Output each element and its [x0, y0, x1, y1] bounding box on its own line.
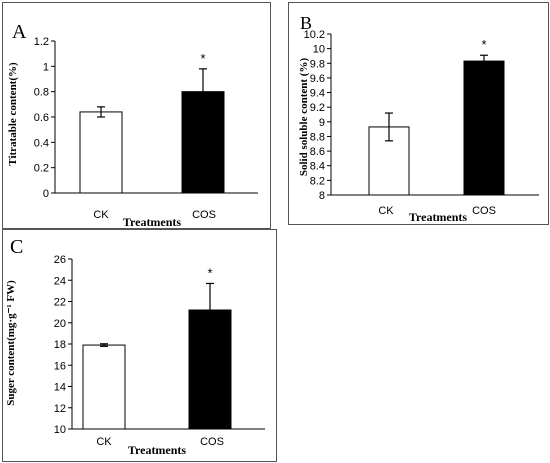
panel-letter: A [12, 21, 27, 43]
y-tick-label: 8 [319, 190, 325, 202]
y-tick-label: 9.4 [310, 88, 325, 100]
y-tick-label: 1 [43, 61, 49, 73]
y-tick-label: 18 [54, 339, 66, 351]
y-tick-label: 26 [54, 254, 66, 266]
y-tick-label: 10 [54, 424, 66, 436]
y-tick-label: 9 [319, 117, 325, 129]
panel-border [2, 2, 271, 229]
y-tick-label: 8.8 [310, 131, 325, 143]
y-axis-label: Solid soluble content (%) [298, 58, 310, 177]
panel-letter: B [300, 13, 312, 33]
y-tick-label: 20 [54, 318, 66, 330]
bar-ck [79, 111, 123, 194]
x-tick-label: COS [472, 205, 496, 217]
y-tick-label: 8.6 [310, 146, 325, 158]
y-tick-label: 8.4 [310, 161, 325, 173]
x-tick-label: COS [192, 209, 216, 221]
y-tick-label: 9.6 [310, 73, 325, 85]
x-tick-label: CK [378, 205, 394, 217]
y-tick-label: 22 [54, 297, 66, 309]
y-tick-label: 10.2 [304, 29, 325, 41]
y-tick-label: 0.8 [34, 87, 49, 99]
y-axis-label: Titratable content(%) [7, 62, 19, 166]
y-tick-label: 0.6 [34, 112, 49, 124]
y-axis-label: Suger content(mg·g⁻¹ FW) [5, 280, 17, 406]
y-tick-label: 0.4 [34, 137, 49, 149]
y-tick-label: 9.8 [310, 58, 325, 70]
y-tick-label: 9.2 [310, 102, 325, 114]
chart-panel-C: C 10 12 14 16 18 20 22 24 26 Suger content(mg·g⁻¹ … [2, 229, 277, 462]
x-tick-label: CK [96, 436, 112, 448]
x-axis-label: Treatments [409, 210, 468, 224]
bar-ck [82, 344, 126, 430]
significance-marker: * [207, 265, 212, 280]
chart-panel-B: B 8 8.2 8.4 8.6 8.8 9 9.2 9.4 9.6 9.8 10 10.2 Solid s… [288, 2, 549, 225]
y-tick-label: 8.2 [310, 175, 325, 187]
significance-marker: * [481, 37, 486, 52]
y-tick-label: 24 [54, 275, 66, 287]
y-tick-label: 0 [43, 188, 49, 200]
y-tick-label: 16 [54, 360, 66, 372]
bar-cos [463, 60, 505, 196]
y-tick-label: 1.2 [34, 36, 49, 48]
y-tick-label: 12 [54, 403, 66, 415]
y-tick-label: 14 [54, 382, 66, 394]
x-tick-label: CK [93, 209, 109, 221]
y-tick-label: 10 [313, 44, 325, 56]
x-axis-label: Treatments [128, 443, 187, 457]
y-tick-label: 0.2 [34, 163, 49, 175]
panel-letter: C [10, 236, 23, 258]
x-axis-label: Treatments [123, 215, 182, 229]
panel-border [2, 229, 277, 462]
panel-border [288, 2, 549, 225]
significance-marker: * [200, 51, 205, 66]
x-tick-label: COS [200, 436, 224, 448]
chart-panel-A: A 0 0.2 0.4 0.6 0.8 1 1.2 Titratable content(%) C… [2, 2, 271, 229]
